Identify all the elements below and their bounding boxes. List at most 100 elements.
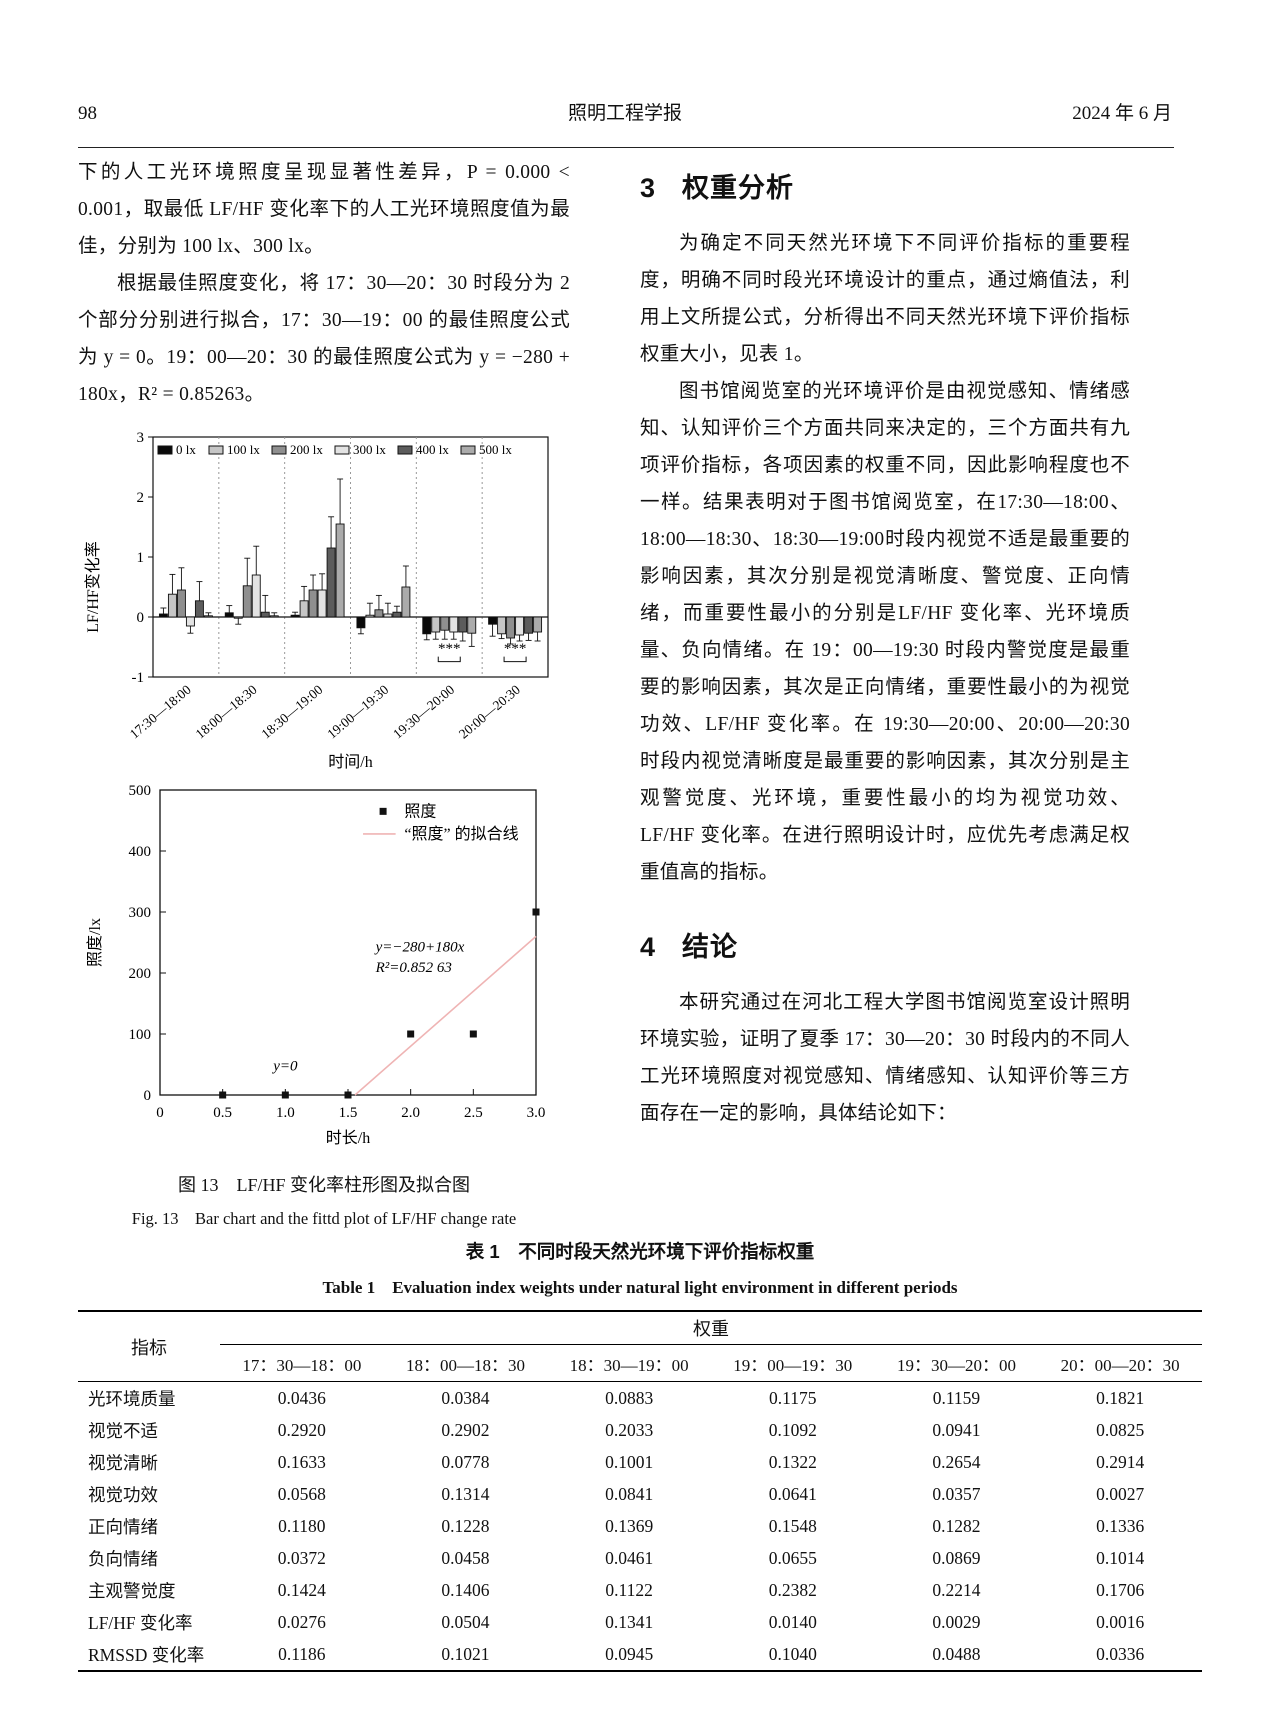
weight-cell: 0.1821 [1096,1387,1145,1408]
table-row: LF/HF 变化率 0.0276 0.0504 0.1341 0.0140 0.0029 0… [78,1606,1202,1638]
period-header: 17：30—18：00 [242,1355,362,1375]
legend-item: 0 lx [157,442,196,457]
data-point [281,1091,289,1099]
period-header: 20：00—20：30 [1060,1355,1180,1375]
legend-label: “照度” 的拟合线 [404,825,518,843]
legend-label: 照度 [404,802,436,820]
data-point [344,1091,352,1099]
svg-text:100 lx: 100 lx [227,442,260,457]
weight-cell: 0.1282 [932,1515,981,1536]
body-paragraph: 本研究通过在河北工程大学图书馆阅览室设计照明环境实验，证明了夏季 17：30—2… [640,992,1130,1124]
bar [317,589,327,618]
y-tick-label: 2 [137,490,145,506]
weight-cell: 0.1092 [768,1419,817,1440]
y-axis-label: 照度/lx [86,918,104,967]
legend: 照度 “照度” 的拟合线 [363,802,519,843]
x-tick-label: 17:30—18:00 [127,682,194,742]
weight-cell: 0.0945 [605,1643,654,1664]
page-header: 98 照明工程学报 2024 年 6 月 [78,98,1172,125]
weight-cell: 0.1424 [277,1579,326,1600]
bar [488,616,498,625]
weight-cell: 0.1369 [605,1515,654,1536]
index-cell: 正向情绪 [88,1516,158,1537]
significance-label: *** [438,641,461,657]
x-tick-label: 19:30—20:00 [390,682,457,742]
legend-item: 100 lx [208,442,260,457]
bar [524,616,534,634]
x-tick-label: 2.5 [464,1105,483,1121]
weight-cell: 0.2920 [277,1419,326,1440]
section-title: 结论 [682,932,739,962]
bar [224,612,234,618]
bar [515,616,525,636]
x-tick-label: 2.0 [401,1105,420,1121]
weight-cell: 0.1406 [441,1579,490,1600]
table-caption-zh: 表 1 不同时段天然光环境下评价指标权重 [465,1241,815,1262]
table-row: RMSSD 变化率 0.1186 0.1021 0.0945 0.1040 0.0488 0… [78,1638,1202,1671]
y-axis-label: LF/HF变化率 [84,541,102,633]
weight-cell: 0.1159 [932,1387,981,1408]
section-heading-3: 3 权重分析 [640,166,1130,205]
weight-cell: 0.0778 [441,1451,490,1472]
bar [269,615,279,618]
x-tick-label: 3.0 [527,1105,546,1121]
bar [449,616,459,633]
y-tick-label: 0 [137,610,145,626]
bar [308,589,318,618]
weight-cell: 0.1341 [605,1611,654,1632]
weight-cell: 0.0140 [768,1611,817,1632]
bar [167,593,177,618]
bar [233,616,243,619]
weight-cell: 0.1314 [441,1483,490,1504]
weight-cell: 0.0504 [441,1611,490,1632]
weight-cell: 0.1706 [1096,1579,1145,1600]
weight-cell: 0.1122 [605,1579,653,1600]
bar [251,574,261,618]
scatter-plot: 0 100 200 300 400 500 照度/lx 0 0.5 1.0 1.5 2.0 2.5 3.0… [86,783,545,1147]
weight-cell: 0.2382 [768,1579,817,1600]
bar [242,585,252,618]
y-tick-label: 400 [129,844,152,860]
weight-cell: 0.0458 [441,1547,490,1568]
weight-cell: 0.0841 [605,1483,654,1504]
bar [383,613,393,618]
legend-item: 300 lx [334,442,386,457]
bar [356,616,366,629]
weight-cell: 0.1322 [768,1451,817,1472]
bar [533,616,543,633]
issue-date: 2024 年 6 月 [1072,103,1172,124]
x-axis-label: 时间/h [328,753,372,771]
bar [506,616,516,639]
weight-cell: 0.1336 [1096,1515,1145,1536]
bar [467,616,477,634]
data-point [532,908,540,916]
table-row: 主观警觉度 0.1424 0.1406 0.1122 0.2382 0.2214 0.170… [78,1574,1202,1606]
index-cell: 视觉清晰 [88,1452,158,1473]
y-tick-label: 1 [137,550,145,566]
period-header: 19：00—19：30 [733,1355,853,1375]
bar-chart: -1 0 1 2 3 LF/HF变化率 0 lx 100 lx 200 lx 300 lx 400 … [84,430,549,771]
body-paragraph: 为确定不同天然光环境下不同评价指标的重要程度，明确不同时段光环境设计的重点，通过… [640,233,1130,365]
weight-cell: 0.0029 [932,1611,981,1632]
significance-label: *** [504,641,527,657]
table-row: 负向情绪 0.0372 0.0458 0.0461 0.0655 0.0869 0.1014 [78,1542,1202,1574]
weight-cell: 0.0461 [605,1547,654,1568]
figure-caption-en: Fig. 13 Bar chart and the fittd plot of … [131,1209,517,1228]
period-header: 18：00—18：30 [405,1355,525,1375]
bar [335,523,345,618]
y-tick-label: 300 [129,905,152,921]
bar [203,615,213,618]
weight-cell: 0.0568 [277,1483,326,1504]
table-head: 指标 权重 17：30—18：00 18：00—18：30 18：30—19：00 1… [78,1311,1202,1382]
weight-cell: 0.0384 [441,1387,490,1408]
table-body: 光环境质量 0.0436 0.0384 0.0883 0.1175 0.1159 0.182… [78,1382,1202,1672]
table-row: 光环境质量 0.0436 0.0384 0.0883 0.1175 0.1159 0.182… [78,1382,1202,1415]
weight-cell: 0.1186 [278,1643,326,1664]
weight-cell: 0.2914 [1096,1451,1145,1472]
x-tick-label: 18:30—19:00 [258,682,325,742]
weight-cell: 0.0372 [277,1547,326,1568]
table-1-block: 表 1 不同时段天然光环境下评价指标权重 Table 1 Evaluation … [78,1238,1202,1672]
bar [260,611,270,618]
index-cell: 主观警觉度 [88,1580,176,1601]
